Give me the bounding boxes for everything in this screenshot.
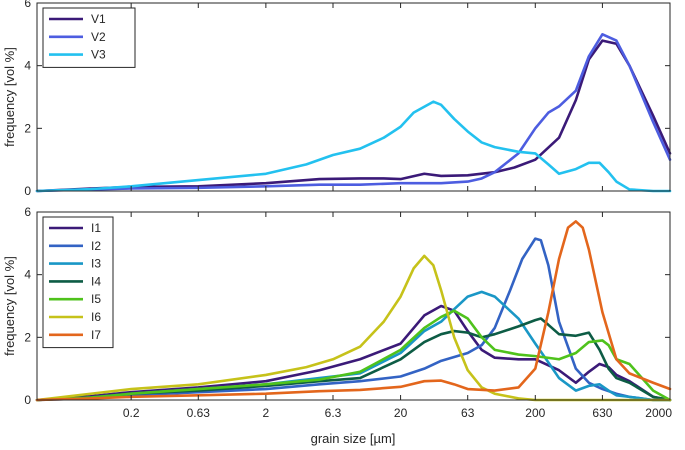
x-tick-label-6.3: 6.3	[325, 406, 342, 420]
panel-top: frequency [vol %] 0 2 4 6 V1 V2 V3	[2, 0, 672, 198]
y-tick-label-top-2: 2	[24, 121, 31, 135]
legend-label-i1: I1	[91, 221, 101, 235]
x-tick-label-0.2: 0.2	[123, 406, 140, 420]
plot-frame-bottom	[36, 211, 671, 401]
legend-top: V1 V2 V3	[42, 7, 136, 68]
legend-bottom: I1 I2 I3 I4 I5 I6 I7	[42, 216, 114, 349]
series-line-i5	[35, 309, 672, 402]
plot-frame-top	[36, 2, 671, 192]
legend-label-v3: V3	[91, 48, 106, 62]
legend-label-i7: I7	[91, 328, 101, 342]
y-axis-label-bottom: frequency [vol %]	[2, 256, 17, 356]
y-tick-label-bottom-6: 6	[24, 205, 31, 219]
legend-label-v1: V1	[91, 12, 106, 26]
y-tick-label-bottom-0: 0	[24, 393, 31, 407]
legend-label-v2: V2	[91, 30, 106, 44]
x-tick-label-0.63: 0.63	[187, 406, 211, 420]
y-tick-label-bottom-2: 2	[24, 330, 31, 344]
series-line-i2	[35, 237, 672, 402]
series-line-v3	[35, 100, 672, 193]
y-tick-label-bottom-4: 4	[24, 268, 31, 282]
x-tick-label-20: 20	[394, 406, 408, 420]
x-tick-label-2: 2	[263, 406, 270, 420]
legend-label-i6: I6	[91, 310, 101, 324]
series-line-v1	[35, 39, 672, 193]
y-tick-label-top-4: 4	[24, 59, 31, 73]
series-line-i4	[35, 317, 672, 402]
x-tick-label-2000: 2000	[645, 406, 672, 420]
y-tick-label-top-0: 0	[24, 184, 31, 198]
legend-label-i3: I3	[91, 257, 101, 271]
series-line-v2	[35, 33, 672, 193]
legend-label-i4: I4	[91, 274, 101, 288]
legend-label-i2: I2	[91, 239, 101, 253]
x-axis-label: grain size [µm]	[311, 431, 396, 446]
y-axis-label-top: frequency [vol %]	[2, 47, 17, 147]
x-tick-label-63: 63	[461, 406, 475, 420]
y-tick-label-top-6: 6	[24, 0, 31, 10]
series-line-i7	[35, 220, 672, 402]
legend-label-i5: I5	[91, 292, 101, 306]
x-tick-label-630: 630	[592, 406, 612, 420]
x-tick-label-200: 200	[525, 406, 545, 420]
panel-bottom: frequency [vol %] 0 2 4 6 0.2 0.63 2 6.3 20 63 200…	[2, 205, 672, 446]
